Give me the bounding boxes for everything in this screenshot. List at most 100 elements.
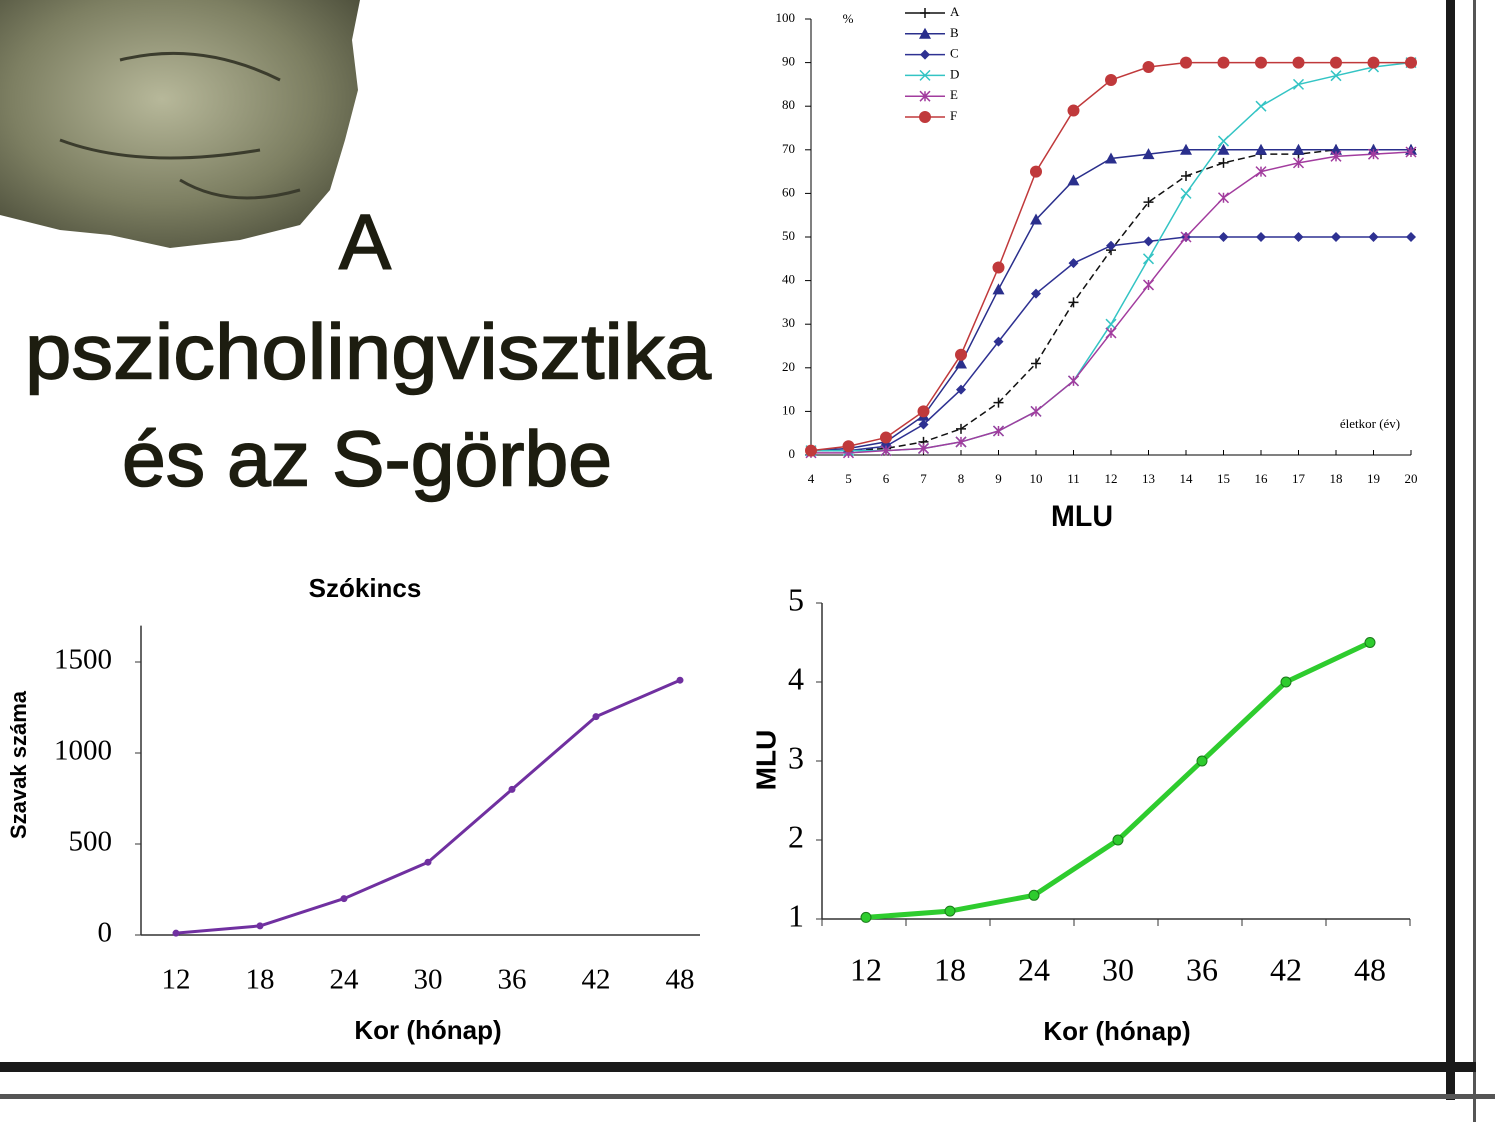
x-tick-label: 10: [1030, 471, 1043, 486]
data-point: [1105, 152, 1117, 164]
photo-detail: [59, 51, 301, 200]
series-line: [811, 61, 1412, 452]
data-point: [1292, 78, 1305, 90]
data-point: [1364, 637, 1376, 648]
series-line: [865, 640, 1372, 920]
data-point: [805, 444, 817, 457]
data-point: [1030, 165, 1042, 178]
data-point: [880, 431, 892, 444]
data-point: [1292, 56, 1305, 69]
x-tick-label: 18: [246, 964, 275, 996]
data-point: [1330, 56, 1342, 69]
y-tick-label: 1500: [54, 644, 112, 676]
data-point: [917, 442, 930, 454]
data-point: [1255, 56, 1267, 69]
data-point: [1405, 56, 1417, 69]
data-point: [956, 423, 966, 434]
data-point: [992, 283, 1005, 295]
data-point: [1330, 70, 1342, 82]
y-tick-label: 10: [782, 402, 795, 417]
data-point: [1067, 174, 1080, 186]
x-tick-label: 12: [162, 964, 191, 996]
legend-label: A: [950, 4, 960, 19]
data-point: [1181, 170, 1191, 181]
y-tick-label: 80: [782, 97, 795, 112]
data-point: [993, 336, 1004, 347]
data-point: [1068, 258, 1079, 269]
legend-label: F: [950, 108, 957, 123]
x-tick-label: 18: [1330, 471, 1343, 486]
data-point: [1142, 279, 1155, 291]
y-tick-label: 0: [98, 917, 113, 949]
y-tick-label: 70: [782, 141, 795, 156]
data-point: [1105, 327, 1117, 339]
data-point: [1405, 146, 1417, 158]
data-point: [1217, 192, 1230, 204]
x-tick-label: 17: [1292, 471, 1306, 486]
legend-marker: [919, 111, 931, 123]
data-point: [992, 261, 1005, 274]
data-point: [1255, 143, 1267, 155]
data-point: [842, 440, 855, 453]
data-point: [1280, 676, 1292, 688]
legend-label: B: [950, 25, 959, 40]
data-point: [1217, 135, 1230, 147]
x-tick-label: 30: [1102, 951, 1134, 987]
y-tick-label: 40: [782, 272, 795, 287]
frame: [0, 1094, 1495, 1099]
data-point: [1142, 253, 1155, 265]
data-point: [955, 348, 967, 361]
x-tick-label: 13: [1142, 471, 1155, 486]
x-tick-label: 12: [1105, 471, 1118, 486]
x-tick-label: 12: [850, 951, 882, 987]
x-tick-label: 20: [1405, 471, 1418, 486]
data-point: [955, 436, 967, 448]
data-point: [1218, 157, 1229, 168]
series-line: [811, 236, 1411, 452]
series-line: [811, 149, 1411, 452]
data-point: [424, 858, 432, 866]
photo: [0, 0, 360, 248]
x-tick-label: 24: [330, 964, 360, 996]
data-point: [1217, 56, 1230, 69]
data-point: [1031, 358, 1041, 369]
series-line: [175, 678, 681, 935]
x-tick-label: 18: [934, 951, 966, 987]
legend-marker: [919, 27, 931, 39]
title-line: A: [339, 198, 391, 286]
y-tick-label: 3: [788, 739, 804, 775]
frame: [1473, 0, 1476, 1122]
data-point: [1330, 150, 1342, 162]
x-tick-label: 8: [958, 471, 965, 486]
y-tick-label: 90: [782, 54, 795, 69]
x-tick-label: 14: [1180, 471, 1194, 486]
x-tick-label: 9: [995, 471, 1002, 486]
legend-label: C: [950, 46, 959, 61]
data-point: [1031, 288, 1041, 299]
legend-marker: [920, 49, 930, 60]
x-tick-label: 48: [1354, 951, 1386, 987]
y-tick-label: 1000: [54, 735, 112, 767]
data-point: [917, 405, 930, 418]
data-point: [944, 905, 956, 917]
data-point: [860, 911, 872, 923]
x-tick-label: 24: [1018, 951, 1050, 987]
legend-marker: [920, 8, 930, 18]
data-point: [1292, 157, 1305, 169]
data-point: [1068, 297, 1079, 308]
data-point: [1180, 143, 1192, 155]
y-tick-label: 0: [789, 446, 796, 461]
x-tick-label: 42: [1270, 951, 1302, 987]
data-point: [955, 357, 967, 369]
data-point: [1067, 375, 1080, 387]
y-axis-label: MLU: [750, 730, 781, 791]
frame: [0, 1062, 1476, 1072]
x-tick-label: 4: [808, 471, 815, 486]
data-point: [592, 713, 600, 721]
x-axis-label: Kor (hónap): [1043, 1016, 1190, 1046]
series-line: [810, 61, 1411, 452]
frame: [1446, 0, 1455, 1100]
x-tick-label: 36: [1186, 951, 1218, 987]
data-point: [340, 895, 348, 903]
y-tick-label: 60: [782, 184, 795, 199]
